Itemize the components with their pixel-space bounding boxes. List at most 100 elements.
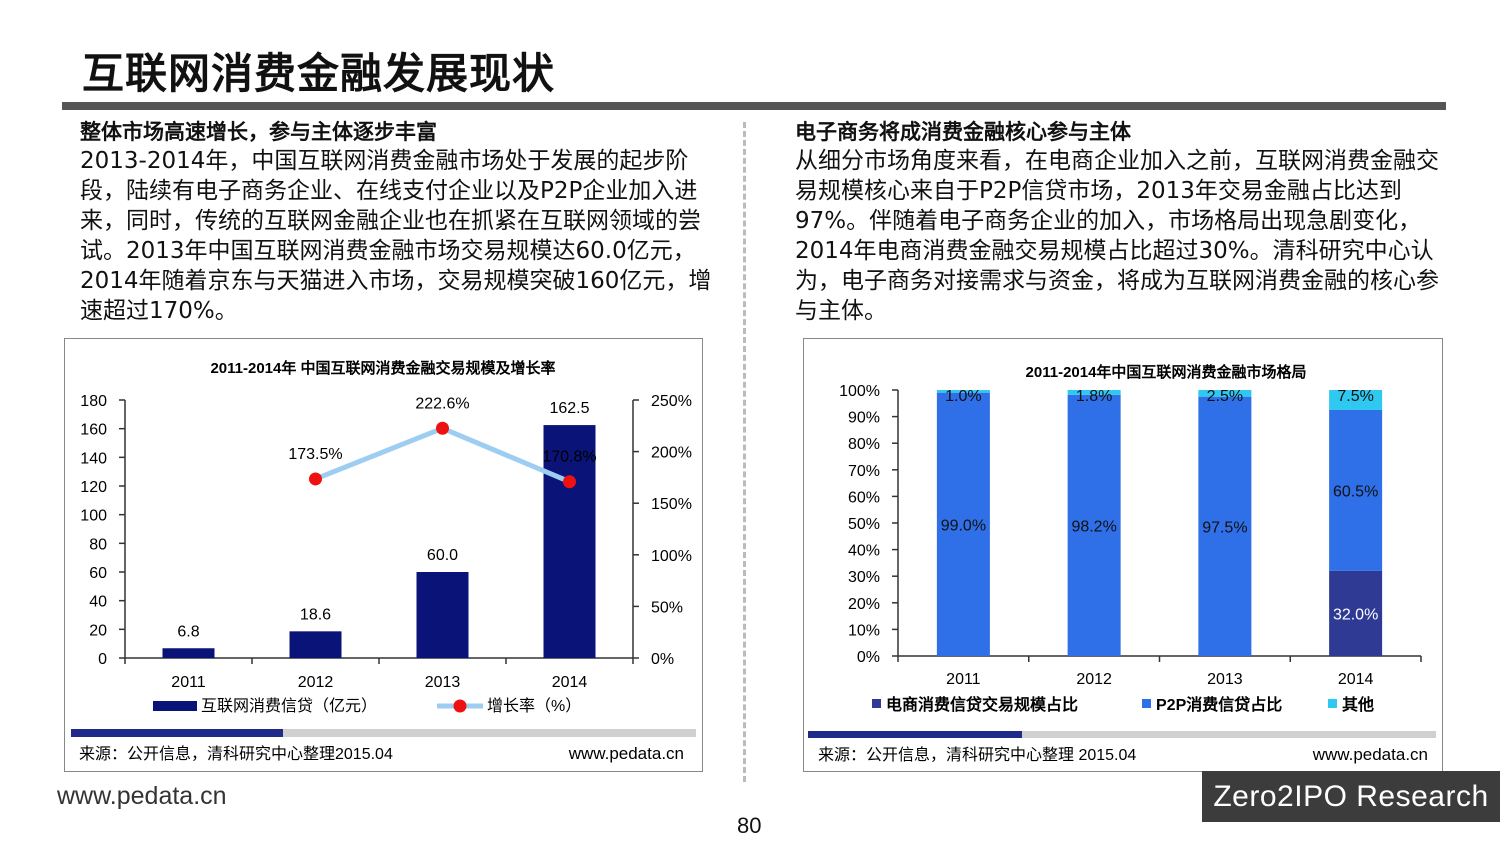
y-tick-label: 90%	[848, 410, 880, 427]
x-tick-label: 2013	[1207, 671, 1243, 688]
growth-marker	[436, 421, 449, 435]
segment-data-label: 7.5%	[1337, 388, 1373, 405]
segment-data-label: 98.2%	[1071, 518, 1116, 535]
y-right-tick-label: 200%	[651, 445, 692, 462]
y-right-tick-label: 50%	[651, 599, 683, 616]
bar	[416, 572, 469, 658]
y-left-tick-label: 100	[80, 508, 107, 525]
y-left-tick-label: 0	[98, 651, 107, 668]
legend-label: P2P消费信贷占比	[1156, 695, 1282, 714]
growth-marker	[309, 472, 322, 486]
footer-bar-accent	[808, 731, 1022, 738]
y-tick-label: 40%	[848, 543, 880, 560]
legend-swatch	[1328, 699, 1337, 708]
right-heading: 电子商务将成消费金融核心参与主体	[795, 120, 1131, 144]
chart-source: 来源：公开信息，清科研究中心整理 2015.04	[818, 746, 1136, 764]
stacked-segment	[1329, 390, 1383, 410]
y-tick-label: 100%	[839, 383, 880, 400]
y-tick-label: 70%	[848, 463, 880, 480]
stacked-segment	[936, 390, 990, 393]
x-tick-label: 2013	[425, 674, 461, 691]
y-tick-label: 0%	[857, 649, 880, 666]
x-tick-label: 2014	[1338, 671, 1374, 688]
footer-bar-track	[283, 729, 696, 737]
y-right-tick-label: 100%	[651, 548, 692, 565]
bar	[543, 425, 596, 658]
y-left-tick-label: 120	[80, 479, 107, 496]
bar	[162, 648, 215, 658]
bar-data-label: 6.8	[177, 623, 199, 640]
x-tick-label: 2011	[946, 671, 981, 688]
y-right-tick-label: 250%	[651, 393, 692, 410]
y-right-tick-label: 0%	[651, 651, 674, 668]
legend-label-bar: 互联网消费信贷（亿元）	[201, 697, 377, 715]
x-tick-label: 2014	[552, 674, 588, 691]
footer-bar-track	[1022, 731, 1436, 738]
segment-data-label: 1.8%	[1076, 388, 1112, 405]
stacked-segment	[1329, 409, 1383, 571]
legend-swatch-bar	[153, 701, 197, 711]
chart-source: 来源：公开信息，清科研究中心整理2015.04	[79, 745, 393, 763]
y-tick-label: 60%	[848, 489, 880, 506]
segment-data-label: 60.5%	[1333, 483, 1378, 500]
y-tick-label: 50%	[848, 516, 880, 533]
segment-data-label: 97.5%	[1202, 519, 1247, 536]
chart-title: 2011-2014年 中国互联网消费金融交易规模及增长率	[210, 359, 555, 377]
bar-data-label: 162.5	[549, 400, 589, 417]
footer-bar-accent	[71, 729, 283, 737]
right-text-column: 电子商务将成消费金融核心参与主体 从细分市场角度来看，在电商企业加入之前，互联网…	[795, 118, 1445, 326]
bar-data-label: 60.0	[427, 547, 458, 564]
chart-panel-transaction-scale: 2011-2014年 中国互联网消费金融交易规模及增长率 0 20 40 60 80 100…	[64, 338, 703, 772]
y-left-tick-label: 160	[80, 422, 107, 439]
chart-url: www.pedata.cn	[1312, 745, 1428, 764]
x-tick-label: 2011	[171, 674, 206, 691]
legend-swatch	[872, 699, 881, 708]
page-number: 80	[737, 813, 762, 838]
column-divider	[743, 122, 746, 782]
segment-data-label: 2.5%	[1207, 388, 1243, 405]
x-tick-label: 2012	[298, 674, 334, 691]
y-left-tick-label: 80	[89, 536, 107, 553]
chart-transaction-scale: 2011-2014年 中国互联网消费金融交易规模及增长率 0 20 40 60 80 100…	[71, 359, 696, 763]
stacked-segment	[936, 392, 990, 656]
growth-data-label: 173.5%	[288, 446, 342, 463]
y-tick-label: 10%	[848, 622, 880, 639]
segment-data-label: 32.0%	[1333, 606, 1378, 623]
chart-title: 2011-2014年中国互联网消费金融市场格局	[1026, 363, 1307, 381]
y-left-tick-label: 20	[89, 622, 107, 639]
left-heading: 整体市场高速增长，参与主体逐步丰富	[80, 120, 437, 144]
y-tick-label: 80%	[848, 436, 880, 453]
stacked-segment	[1067, 394, 1121, 656]
y-left-tick-label: 60	[89, 565, 107, 582]
bar-data-label: 18.6	[300, 606, 331, 623]
right-body: 从细分市场角度来看，在电商企业加入之前，互联网消费金融交易规模核心来自于P2P信…	[795, 148, 1439, 324]
segment-data-label: 99.0%	[941, 517, 986, 534]
left-text-column: 整体市场高速增长，参与主体逐步丰富 2013-2014年，中国互联网消费金融市场…	[80, 118, 730, 326]
bar	[289, 631, 342, 658]
chart-market-structure: 2011-2014年中国互联网消费金融市场格局 0% 10% 20% 30% 40% 50%…	[808, 363, 1436, 764]
title-rule	[62, 102, 1446, 110]
page-title: 互联网消费金融发展现状	[82, 49, 556, 98]
x-tick-label: 2012	[1076, 671, 1112, 688]
legend-swatch-marker	[453, 699, 467, 713]
growth-data-label: 222.6%	[415, 395, 469, 412]
left-body: 2013-2014年，中国互联网消费金融市场处于发展的起步阶段，陆续有电子商务企…	[80, 148, 712, 324]
segment-data-label: 1.0%	[945, 388, 981, 405]
legend-label: 其他	[1342, 695, 1374, 714]
y-left-tick-label: 40	[89, 594, 107, 611]
legend-label-line: 增长率（%）	[487, 697, 581, 715]
footer-url[interactable]: www.pedata.cn	[57, 782, 227, 810]
y-tick-label: 30%	[848, 569, 880, 586]
chart-url: www.pedata.cn	[568, 744, 684, 763]
chart-panel-market-structure: 2011-2014年中国互联网消费金融市场格局 0% 10% 20% 30% 40% 50%…	[803, 338, 1443, 772]
legend-label: 电商消费信贷交易规模占比	[886, 695, 1078, 714]
y-left-tick-label: 140	[80, 450, 107, 467]
stacked-segment	[1198, 390, 1252, 397]
y-left-tick-label: 180	[80, 393, 107, 410]
growth-line	[314, 425, 571, 485]
growth-marker	[563, 475, 576, 489]
stacked-segment	[1067, 390, 1121, 395]
brand-logo: Zero2IPO Research	[1202, 771, 1500, 822]
y-tick-label: 20%	[848, 596, 880, 613]
growth-data-label: 170.8%	[542, 449, 596, 466]
